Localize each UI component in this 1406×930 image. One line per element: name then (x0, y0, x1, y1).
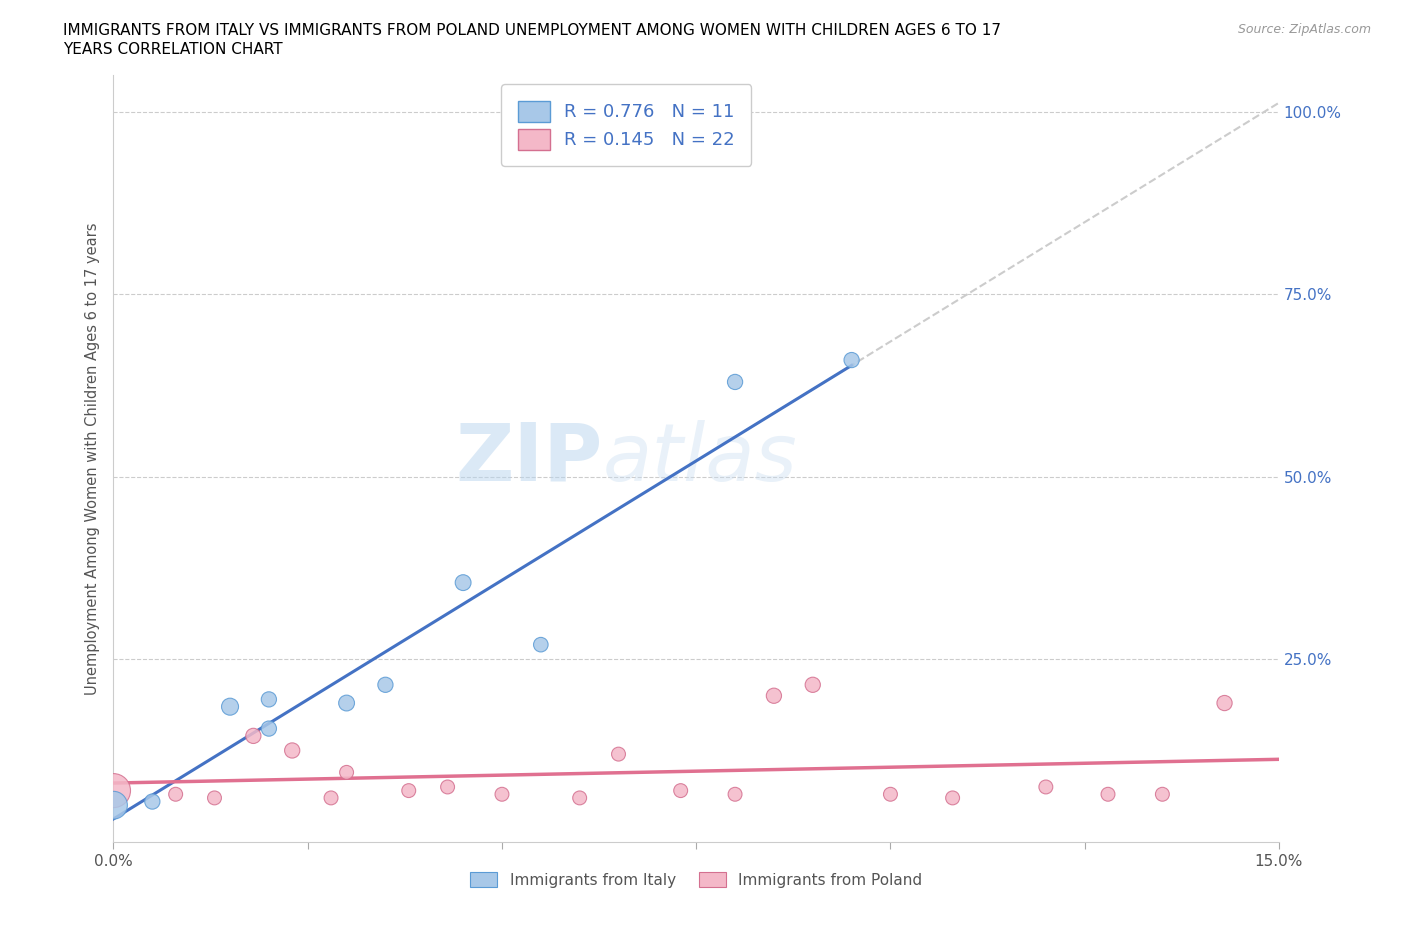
Point (942, 790, 965, 805)
Text: Source: ZipAtlas.com: Source: ZipAtlas.com (1237, 23, 1371, 36)
Text: IMMIGRANTS FROM ITALY VS IMMIGRANTS FROM POLAND UNEMPLOYMENT AMONG WOMEN WITH CH: IMMIGRANTS FROM ITALY VS IMMIGRANTS FROM… (63, 23, 1001, 38)
Point (1152, 787, 1174, 802)
Point (1097, 787, 1119, 802)
Point (204, 790, 226, 805)
Point (669, 783, 692, 798)
Point (841, 352, 863, 367)
Text: YEARS CORRELATION CHART: YEARS CORRELATION CHART (63, 42, 283, 57)
Point (801, 677, 824, 692)
Point (724, 787, 747, 802)
Text: atlas: atlas (603, 419, 797, 498)
Point (242, 728, 264, 743)
Point (319, 790, 342, 805)
Point (607, 747, 630, 762)
Point (336, 765, 359, 780)
Point (491, 787, 513, 802)
Point (257, 721, 280, 736)
Point (762, 688, 785, 703)
Point (530, 637, 553, 652)
Point (724, 375, 747, 390)
Point (336, 696, 359, 711)
Point (165, 787, 187, 802)
Point (879, 787, 901, 802)
Legend: Immigrants from Italy, Immigrants from Poland: Immigrants from Italy, Immigrants from P… (463, 864, 931, 896)
Point (398, 783, 420, 798)
Point (103, 783, 125, 798)
Point (568, 790, 591, 805)
Point (141, 794, 163, 809)
Point (257, 692, 280, 707)
Point (1213, 696, 1236, 711)
Text: ZIP: ZIP (456, 419, 603, 498)
Y-axis label: Unemployment Among Women with Children Ages 6 to 17 years: Unemployment Among Women with Children A… (86, 222, 100, 695)
Point (281, 743, 304, 758)
Point (374, 677, 396, 692)
Point (1035, 779, 1057, 794)
Point (219, 699, 242, 714)
Point (103, 798, 125, 813)
Point (436, 779, 458, 794)
Point (451, 575, 474, 590)
